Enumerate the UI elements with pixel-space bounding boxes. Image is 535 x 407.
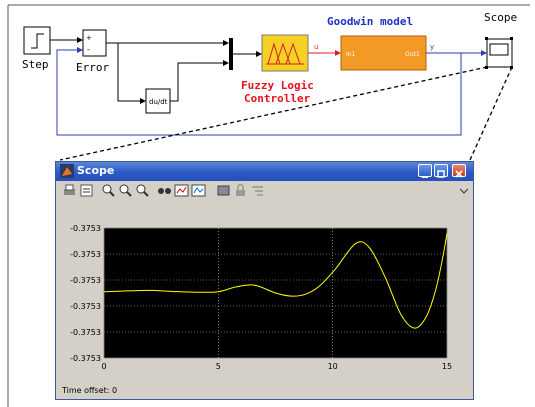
x-tick-label: 10 <box>328 362 338 371</box>
derivative-block[interactable] <box>145 88 171 114</box>
goodwin-subsystem-block[interactable] <box>340 35 427 71</box>
close-button[interactable] <box>452 164 466 178</box>
plant-in-port: In1 <box>346 51 356 58</box>
time-offset-value: 0 <box>112 386 118 395</box>
deriv-to-mux-line <box>170 60 229 102</box>
y-tick-label: -0.3753 <box>70 354 101 363</box>
callout-line-left <box>59 66 488 161</box>
zoom-y-icon[interactable] <box>134 183 149 198</box>
plant-out-port: Out1 <box>405 51 420 58</box>
step-block[interactable] <box>23 26 51 55</box>
sum-minus-sign: - <box>87 45 90 54</box>
print-icon[interactable] <box>62 183 77 198</box>
close-icon <box>455 170 463 178</box>
lock-icon[interactable] <box>233 183 248 198</box>
scope-window: Scope -0.3753 -0.3753 -0.3753 -0.3753 -0.375… <box>55 161 474 400</box>
matlab-icon <box>60 164 74 178</box>
plot-frame <box>103 227 448 359</box>
maximize-button[interactable] <box>434 164 448 178</box>
flc-label-line2: Controller <box>244 92 311 105</box>
y-tick-label: -0.3753 <box>70 250 101 259</box>
fuzzy-logic-controller-block[interactable] <box>261 34 309 72</box>
x-tick-label: 5 <box>216 362 221 371</box>
x-tick-label: 15 <box>442 362 452 371</box>
error-to-deriv-line <box>106 42 146 104</box>
signal-select-icon[interactable] <box>250 183 265 198</box>
save-axes-icon[interactable] <box>174 183 189 198</box>
zoom-icon[interactable] <box>100 183 115 198</box>
autoscale-icon[interactable] <box>157 183 172 198</box>
maximize-icon <box>437 170 445 178</box>
mux-block[interactable] <box>229 38 233 70</box>
params-icon[interactable] <box>79 183 94 198</box>
x-tick-label: 0 <box>101 362 106 371</box>
time-offset-label: Time offset: <box>62 386 110 395</box>
flc-label-line1: Fuzzy Logic <box>241 79 314 92</box>
goodwin-model-title: Goodwin model <box>327 15 413 28</box>
scope-block[interactable] <box>485 37 513 69</box>
feedback-line <box>56 47 462 136</box>
scope-toolbar <box>56 181 473 201</box>
flc-output-marker: u <box>314 43 318 51</box>
y-tick-label: -0.3753 <box>70 328 101 337</box>
callout-line-right <box>469 66 513 161</box>
y-tick-label: -0.3753 <box>70 276 101 285</box>
y-tick-label: -0.3753 <box>70 302 101 311</box>
signal-trace <box>103 233 448 329</box>
sum-plus-sign: + <box>86 34 92 42</box>
toolbar-overflow-icon[interactable] <box>456 183 471 198</box>
restore-axes-icon[interactable] <box>191 183 206 198</box>
plant-output-marker: y <box>430 43 434 51</box>
step-label: Step <box>22 58 49 71</box>
scope-plot-area: -0.3753 -0.3753 -0.3753 -0.3753 -0.3753 -0.37… <box>56 201 473 399</box>
minimize-icon <box>422 176 428 178</box>
time-offset-readout: Time offset: 0 <box>62 386 117 395</box>
minimize-button[interactable] <box>418 164 432 178</box>
scope-axes[interactable]: -0.3753 -0.3753 -0.3753 -0.3753 -0.3753 -0.37… <box>56 201 473 400</box>
zoom-x-icon[interactable] <box>117 183 132 198</box>
floating-icon[interactable] <box>216 183 231 198</box>
scope-block-label: Scope <box>484 11 517 24</box>
scope-titlebar[interactable]: Scope <box>56 162 473 181</box>
derivative-label: du/dt <box>149 98 168 106</box>
error-label: Error <box>76 61 109 74</box>
scope-window-title: Scope <box>77 164 115 177</box>
y-tick-label: -0.3753 <box>70 224 101 233</box>
